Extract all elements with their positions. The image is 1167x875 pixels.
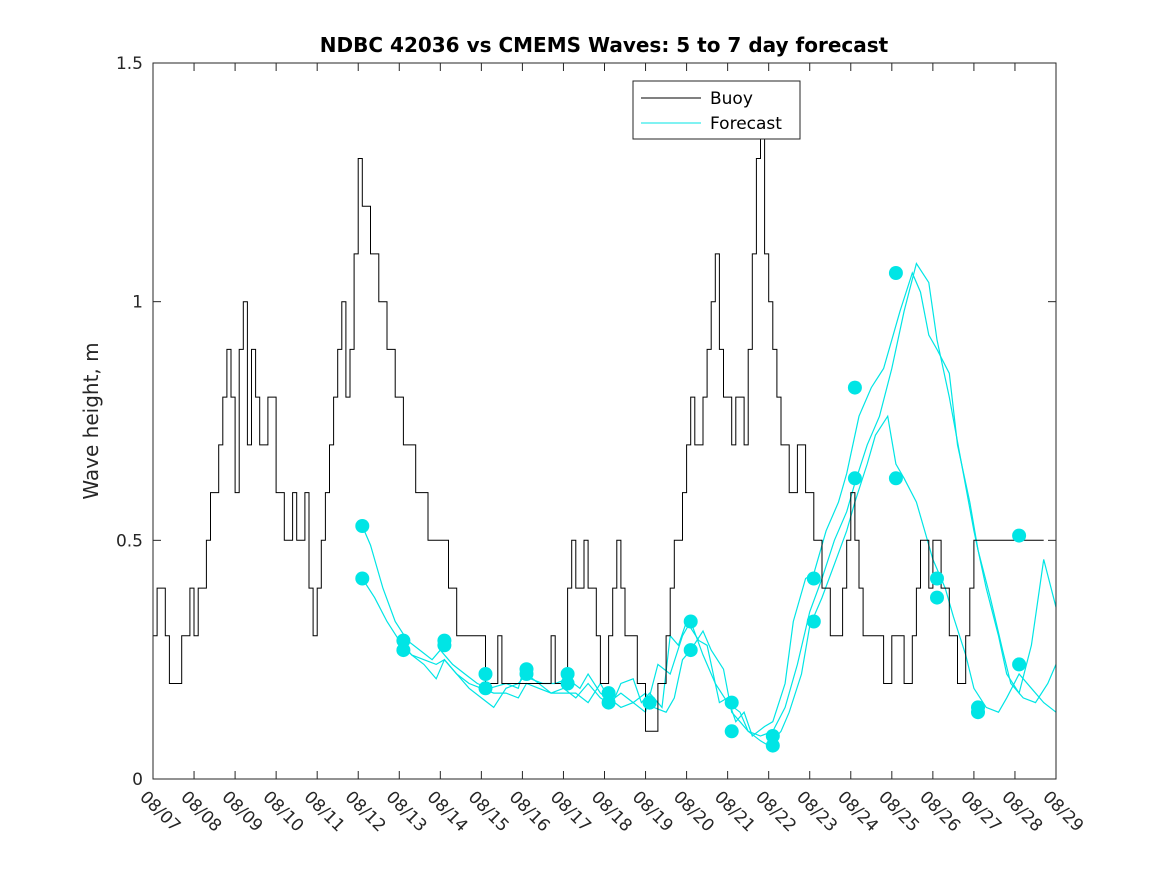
forecast-marker bbox=[601, 695, 616, 710]
forecast-marker bbox=[847, 471, 862, 486]
y-tick-label: 0.5 bbox=[116, 531, 143, 551]
forecast-marker bbox=[930, 571, 944, 586]
forecast-marker bbox=[888, 266, 903, 280]
forecast-marker bbox=[478, 681, 493, 696]
forecast-marker bbox=[806, 571, 821, 586]
buoy-line bbox=[153, 110, 1044, 732]
forecast-marker bbox=[847, 380, 862, 395]
chart-title: NDBC 42036 vs CMEMS Waves: 5 to 7 day fo… bbox=[320, 33, 889, 57]
forecast-marker bbox=[683, 643, 698, 658]
plot-area: 00.511.5 08/0708/0808/0908/1008/1108/120… bbox=[116, 54, 1087, 836]
forecast-markers bbox=[355, 266, 1027, 753]
forecast-marker bbox=[642, 695, 657, 710]
legend-forecast-label: Forecast bbox=[710, 114, 782, 134]
forecast-marker bbox=[930, 590, 944, 605]
forecast-marker bbox=[355, 571, 370, 586]
forecast-marker bbox=[971, 705, 985, 720]
forecast-marker bbox=[683, 614, 698, 629]
forecast-marker bbox=[437, 638, 452, 653]
forecast-marker bbox=[519, 667, 534, 681]
forecast-marker bbox=[806, 614, 821, 629]
forecast-marker bbox=[396, 643, 411, 658]
forecast-marker bbox=[888, 471, 903, 486]
legend-buoy-label: Buoy bbox=[710, 89, 753, 109]
forecast-marker bbox=[765, 729, 780, 743]
legend: Buoy Forecast bbox=[632, 80, 801, 140]
axes-background bbox=[153, 63, 1056, 779]
forecast-marker bbox=[1012, 657, 1027, 672]
buoy-series bbox=[153, 110, 1044, 732]
y-tick-label: 1.5 bbox=[116, 54, 143, 74]
forecast-marker bbox=[478, 667, 493, 681]
y-axis: 0 0.5 1 1.5 bbox=[116, 54, 1056, 790]
forecast-marker bbox=[1012, 528, 1027, 543]
y-tick-label: 1 bbox=[132, 293, 143, 313]
forecast-marker bbox=[724, 724, 739, 739]
y-axis-label: Wave height, m bbox=[79, 342, 103, 499]
forecast-marker bbox=[765, 738, 780, 753]
y-tick-label: 0 bbox=[132, 770, 143, 790]
legend-box bbox=[632, 80, 801, 140]
forecast-marker bbox=[724, 695, 739, 710]
forecast-marker bbox=[560, 676, 575, 691]
forecast-marker bbox=[355, 519, 370, 533]
